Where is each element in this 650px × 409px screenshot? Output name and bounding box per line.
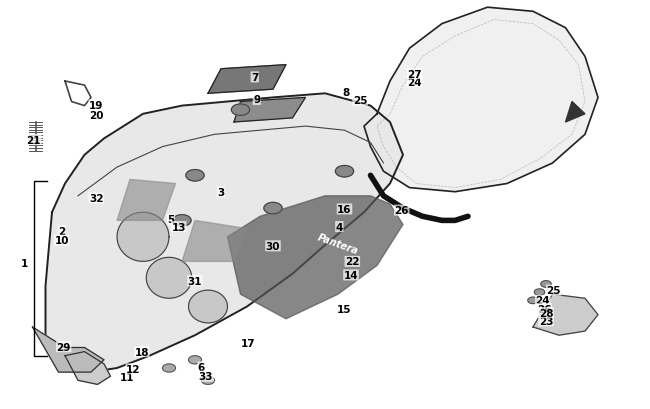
Text: 25: 25: [353, 96, 367, 106]
Text: 8: 8: [343, 88, 350, 97]
Circle shape: [186, 170, 204, 182]
Polygon shape: [188, 290, 228, 323]
Text: 15: 15: [337, 305, 352, 315]
Text: 6: 6: [198, 362, 205, 372]
Text: 7: 7: [251, 73, 259, 83]
Circle shape: [188, 356, 202, 364]
Text: 1: 1: [21, 259, 29, 269]
Circle shape: [202, 376, 214, 384]
Text: 26: 26: [395, 206, 409, 216]
Text: 32: 32: [89, 193, 103, 203]
Text: 30: 30: [266, 241, 280, 251]
Polygon shape: [32, 327, 104, 372]
Circle shape: [335, 166, 354, 178]
Text: 24: 24: [536, 296, 550, 306]
Polygon shape: [364, 8, 598, 192]
Text: 31: 31: [188, 276, 202, 286]
Circle shape: [528, 297, 538, 304]
Text: 20: 20: [89, 110, 103, 120]
Text: 5: 5: [167, 215, 175, 225]
Text: Pantera: Pantera: [316, 231, 360, 256]
Polygon shape: [566, 102, 585, 123]
Text: 19: 19: [89, 101, 103, 110]
Text: 10: 10: [55, 236, 69, 245]
Polygon shape: [117, 213, 169, 262]
Polygon shape: [46, 94, 403, 372]
Text: 13: 13: [172, 222, 186, 232]
Text: 12: 12: [126, 364, 140, 374]
Polygon shape: [146, 258, 192, 299]
Text: 33: 33: [199, 371, 213, 381]
Circle shape: [162, 364, 176, 372]
Polygon shape: [208, 65, 286, 94]
Text: 22: 22: [345, 257, 359, 267]
Text: 27: 27: [408, 70, 422, 79]
Text: 18: 18: [135, 347, 149, 357]
Polygon shape: [533, 294, 598, 335]
Text: 25: 25: [547, 285, 561, 295]
Circle shape: [541, 281, 551, 288]
Circle shape: [231, 105, 250, 116]
Text: 24: 24: [408, 78, 422, 88]
Text: 28: 28: [539, 308, 553, 318]
Circle shape: [173, 215, 191, 227]
Polygon shape: [227, 196, 403, 319]
Text: 11: 11: [120, 373, 134, 382]
Polygon shape: [117, 180, 176, 221]
Text: 16: 16: [337, 204, 352, 214]
Text: 14: 14: [344, 270, 358, 280]
Text: 21: 21: [27, 135, 41, 145]
Text: 4: 4: [335, 222, 343, 232]
Polygon shape: [65, 352, 110, 384]
Text: 17: 17: [241, 339, 255, 348]
Text: 9: 9: [254, 95, 260, 105]
Circle shape: [264, 203, 282, 214]
Text: 23: 23: [539, 316, 553, 326]
Text: 26: 26: [537, 304, 551, 314]
Text: 3: 3: [217, 187, 225, 197]
Polygon shape: [182, 221, 247, 262]
Polygon shape: [234, 98, 306, 123]
Circle shape: [534, 289, 545, 296]
Text: 29: 29: [57, 342, 71, 352]
Text: 2: 2: [58, 226, 66, 236]
